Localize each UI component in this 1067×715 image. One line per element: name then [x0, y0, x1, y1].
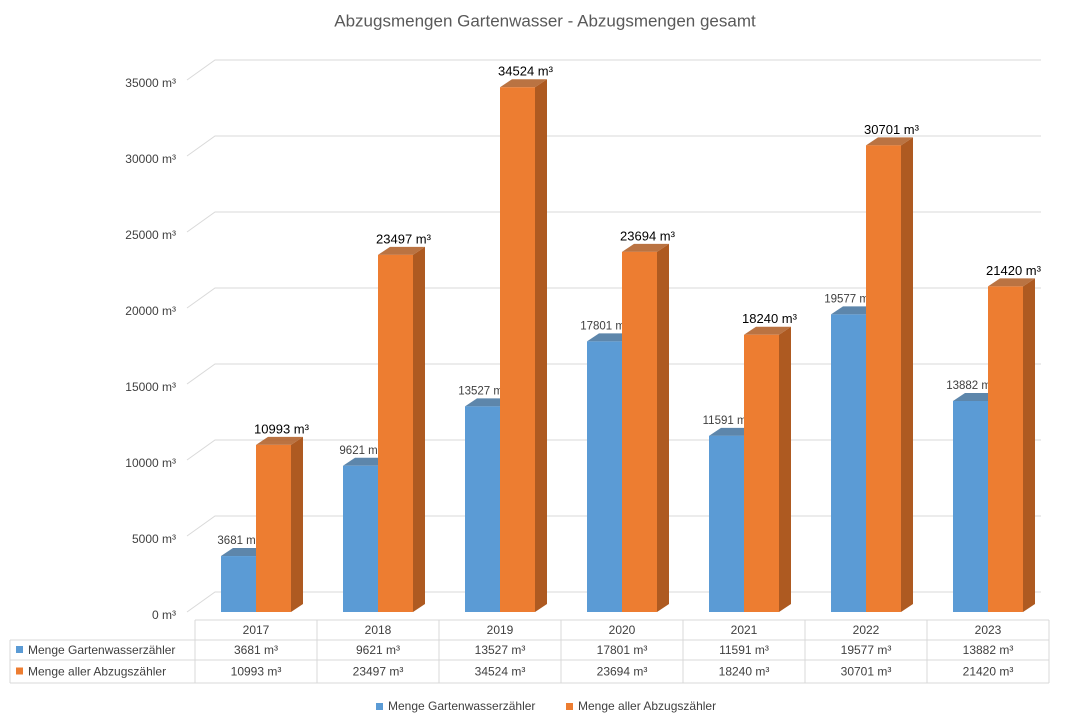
- bar-side: [657, 243, 669, 612]
- table-cell: 13527 m³: [475, 643, 526, 657]
- legend-label: Menge Gartenwasserzähler: [388, 699, 535, 713]
- bar: [465, 406, 500, 612]
- bar: [866, 145, 901, 613]
- data-label: 23497 m³: [376, 231, 432, 246]
- x-tick-label: 2019: [487, 623, 514, 637]
- bar: [378, 254, 413, 613]
- bar-side: [535, 79, 547, 612]
- bar-side: [413, 246, 425, 613]
- y-tick-label: 25000 m³: [125, 228, 176, 242]
- y-tick-label: 5000 m³: [132, 532, 176, 546]
- bar-side: [291, 436, 303, 612]
- legend-key: [566, 703, 573, 710]
- bar-side: [901, 137, 913, 613]
- data-label: 13882 m³: [946, 380, 995, 392]
- bar-side: [1023, 278, 1035, 612]
- bar: [343, 465, 378, 612]
- bar: [500, 87, 535, 612]
- y-tick-label: 30000 m³: [125, 152, 176, 166]
- x-tick-label: 2020: [609, 623, 636, 637]
- y-tick-label: 15000 m³: [125, 380, 176, 394]
- table-cell: 11591 m³: [719, 643, 769, 657]
- grid-line: [186, 211, 1041, 233]
- table-cell: 23694 m³: [597, 665, 648, 679]
- bar: [709, 435, 744, 612]
- bar: [953, 400, 988, 612]
- x-tick-label: 2021: [731, 623, 758, 637]
- bar: [256, 444, 291, 612]
- bar-top: [622, 243, 669, 252]
- bar-top: [988, 278, 1035, 287]
- bar-side: [779, 326, 791, 612]
- legend-key: [376, 703, 383, 710]
- bar: [587, 341, 622, 612]
- data-label: 34524 m³: [498, 64, 554, 79]
- y-tick-label: 20000 m³: [125, 304, 176, 318]
- table-cell: 9621 m³: [356, 643, 400, 657]
- bar: [622, 251, 657, 612]
- data-label: 13527 m³: [458, 385, 507, 397]
- data-label: 23694 m³: [620, 228, 676, 243]
- data-label: 11591 m³: [703, 415, 751, 427]
- bar-top: [500, 79, 547, 88]
- data-label: 21420 m³: [986, 263, 1042, 278]
- data-label: 10993 m³: [254, 421, 310, 436]
- table-legend-key: [16, 646, 23, 653]
- table-cell: 18240 m³: [719, 665, 770, 679]
- table-cell: 17801 m³: [597, 643, 648, 657]
- bar-top: [256, 436, 303, 445]
- table-row-label: Menge Gartenwasserzähler: [28, 643, 175, 657]
- data-label: 17801 m³: [580, 320, 629, 332]
- data-label: 19577 m³: [824, 293, 873, 305]
- table-cell: 10993 m³: [231, 665, 282, 679]
- data-label: 3681 m³: [217, 535, 259, 547]
- bar: [988, 286, 1023, 612]
- grid-line: [186, 287, 1041, 309]
- bar: [221, 556, 256, 612]
- x-tick-label: 2018: [365, 623, 392, 637]
- table-cell: 34524 m³: [475, 665, 526, 679]
- grid-line: [186, 135, 1041, 157]
- y-tick-label: 35000 m³: [125, 76, 176, 90]
- table-cell: 30701 m³: [841, 665, 892, 679]
- table-cell: 3681 m³: [234, 643, 278, 657]
- table-cell: 23497 m³: [353, 665, 404, 679]
- table-row-label: Menge aller Abzugszähler: [28, 665, 166, 679]
- legend-label: Menge aller Abzugszähler: [578, 699, 716, 713]
- data-label: 9621 m³: [339, 445, 381, 457]
- grid-line: [186, 59, 1041, 81]
- table-cell: 21420 m³: [963, 665, 1014, 679]
- bar: [831, 314, 866, 612]
- y-tick-label: 10000 m³: [125, 456, 176, 470]
- table-cell: 13882 m³: [963, 643, 1014, 657]
- data-label: 30701 m³: [864, 122, 920, 137]
- table-cell: 19577 m³: [841, 643, 892, 657]
- y-tick-label: 0 m³: [152, 608, 176, 622]
- x-tick-label: 2022: [853, 623, 880, 637]
- chart-title: Abzugsmengen Gartenwasser - Abzugsmengen…: [334, 11, 756, 30]
- bar: [744, 334, 779, 612]
- x-tick-label: 2017: [243, 623, 270, 637]
- data-label: 18240 m³: [742, 311, 798, 326]
- x-tick-label: 2023: [975, 623, 1002, 637]
- table-legend-key: [16, 667, 23, 675]
- bar-top: [744, 326, 791, 335]
- bar-top: [378, 246, 425, 255]
- bar-top: [866, 137, 913, 146]
